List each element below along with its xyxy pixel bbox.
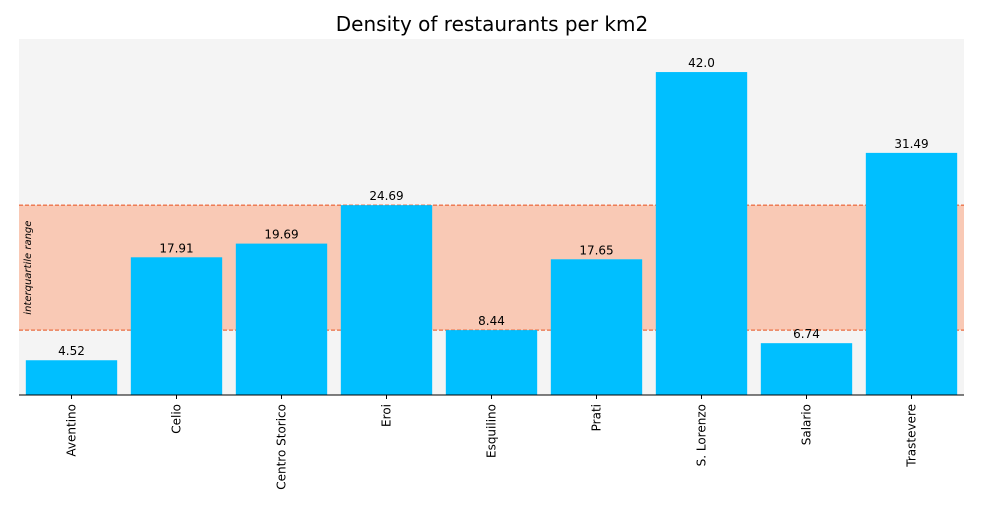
x-tick-label: Centro Storico xyxy=(275,404,289,490)
bar xyxy=(865,152,958,395)
bar xyxy=(445,330,538,395)
bar xyxy=(130,257,223,395)
chart-title: Density of restaurants per km2 xyxy=(336,12,648,36)
bar-value-label: 31.49 xyxy=(894,137,928,151)
bar xyxy=(550,259,643,395)
x-tick-label: Celio xyxy=(170,404,184,434)
bar xyxy=(235,243,328,395)
x-tick-label: Eroi xyxy=(380,404,394,427)
bar-value-label: 24.69 xyxy=(369,189,403,203)
x-tick-label: S. Lorenzo xyxy=(695,404,709,466)
bar-value-label: 19.69 xyxy=(264,228,298,242)
bar-value-label: 42.0 xyxy=(688,56,715,70)
x-tick-label: Trastevere xyxy=(905,404,919,468)
band-label: interquartile range xyxy=(23,221,34,315)
bar xyxy=(760,343,853,395)
bar xyxy=(25,360,118,395)
x-tick-label: Prati xyxy=(590,404,604,431)
bar-value-label: 17.65 xyxy=(579,243,613,257)
bar-value-label: 8.44 xyxy=(478,314,505,328)
bar-value-label: 4.52 xyxy=(58,344,85,358)
bar-value-label: 6.74 xyxy=(793,327,820,341)
x-tick-label: Esquilino xyxy=(485,404,499,458)
bar xyxy=(340,205,433,395)
x-tick-label: Aventino xyxy=(65,404,79,457)
bar-value-label: 17.91 xyxy=(159,241,193,255)
bar xyxy=(655,72,748,396)
x-tick-label: Salario xyxy=(800,404,814,445)
